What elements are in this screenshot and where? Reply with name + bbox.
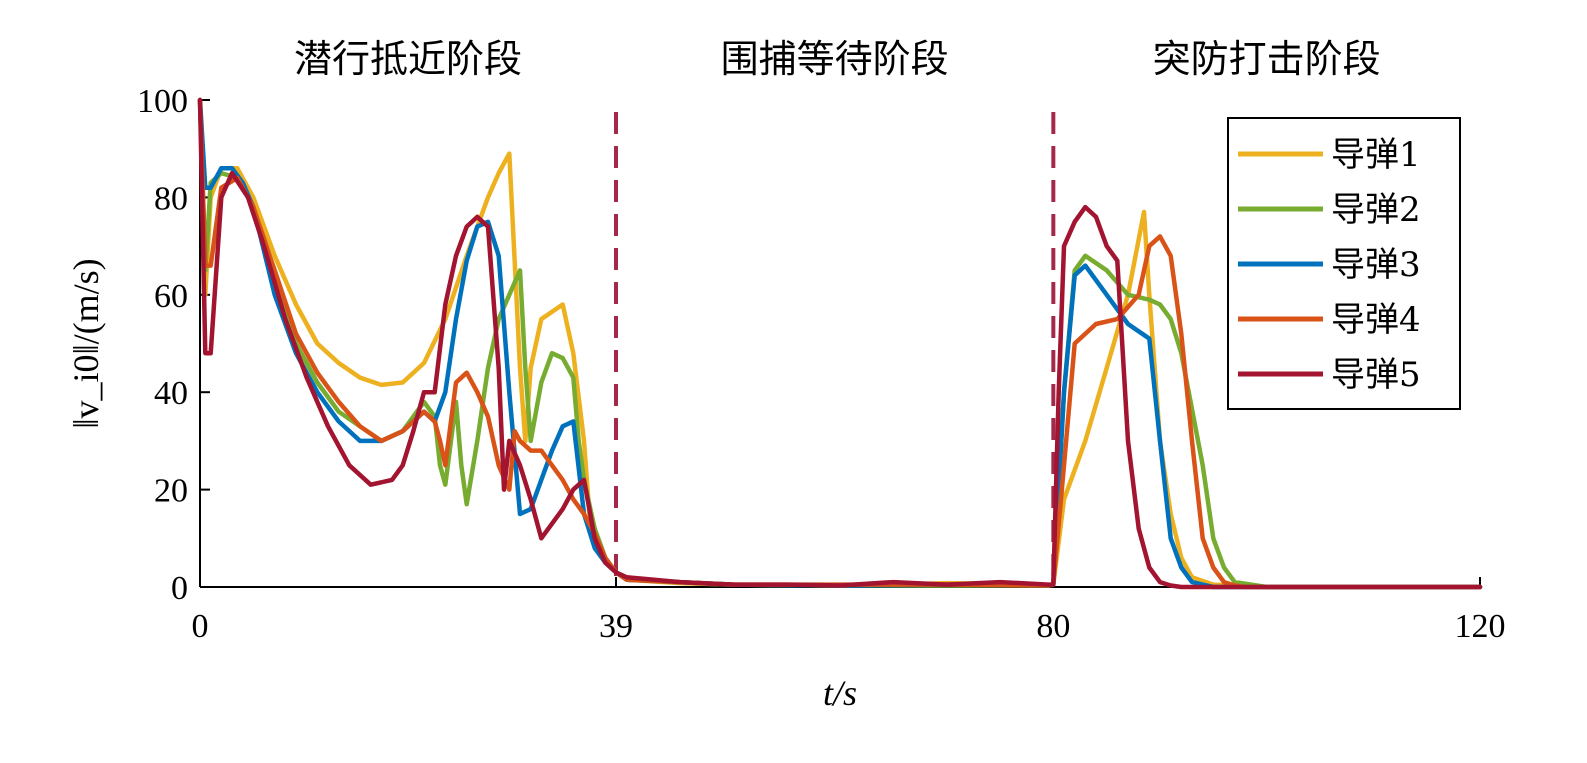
x-tick-label: 120 [1455, 608, 1506, 645]
legend-label: 导弹5 [1331, 355, 1421, 395]
series-line-4 [197, 97, 1483, 590]
phase-label-strike: 突防打击阶段 [1153, 37, 1381, 81]
y-tick-label: 0 [171, 570, 188, 607]
x-axis-label: t/s [823, 673, 857, 713]
x-tick-label: 39 [599, 608, 633, 645]
x-tick-label: 0 [192, 608, 209, 645]
legend-label: 导弹1 [1331, 135, 1421, 175]
series-line-3 [197, 97, 1483, 590]
series-lines [197, 97, 1483, 590]
legend-label: 导弹3 [1331, 245, 1421, 285]
y-tick-label: 80 [154, 180, 188, 217]
x-tick-label: 80 [1036, 608, 1070, 645]
series-line-5 [197, 97, 1483, 590]
y-tick-label: 100 [137, 83, 188, 120]
legend-label: 导弹4 [1331, 300, 1421, 340]
y-axis-label: ‖v_i0‖/(m/s) [66, 258, 106, 428]
axes: 0 20 40 60 80 100 0 39 80 120 [137, 83, 1506, 645]
axis-labels: t/s ‖v_i0‖/(m/s) [66, 258, 857, 713]
phase-dividers [614, 112, 1056, 587]
y-tick-label: 60 [154, 278, 188, 315]
legend: 导弹1 导弹2 导弹3 导弹4 导弹5 [1227, 117, 1461, 410]
series-line-2 [197, 97, 1483, 590]
y-tick-label: 40 [154, 375, 188, 412]
phase-label-approach: 潜行抵近阶段 [294, 37, 522, 81]
y-tick-label: 20 [154, 473, 188, 510]
phase-labels: 潜行抵近阶段 围捕等待阶段 突防打击阶段 [294, 37, 1381, 81]
phase-label-encircle-wait: 围捕等待阶段 [721, 37, 949, 81]
legend-label: 导弹2 [1331, 190, 1421, 230]
